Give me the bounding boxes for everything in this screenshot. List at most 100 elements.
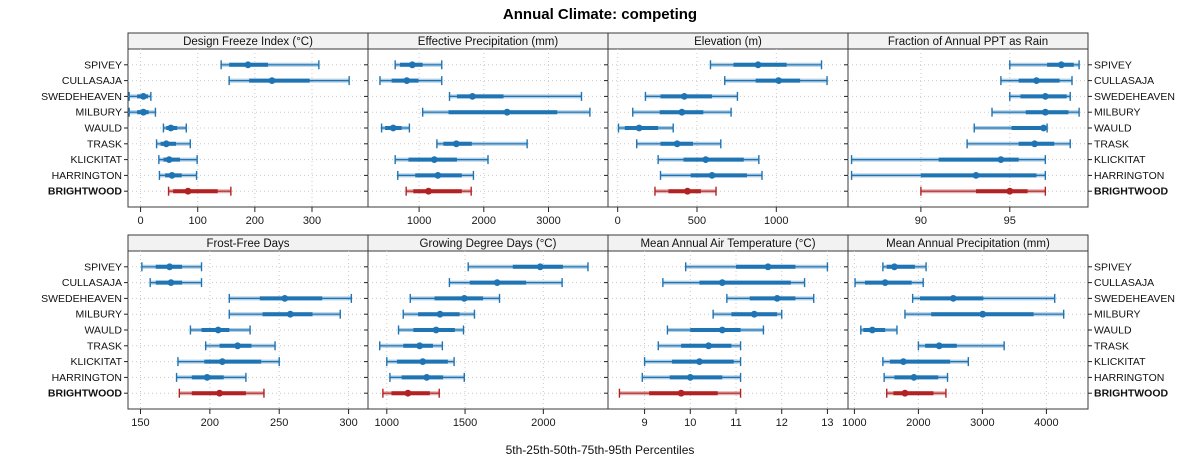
percentile-marker-wauld (860, 325, 898, 335)
x-tick-label: 100 (189, 215, 207, 227)
percentile-marker-milbury (712, 309, 783, 319)
median-dot (436, 310, 444, 318)
x-tick-label: 90 (915, 215, 927, 227)
median-dot (702, 156, 710, 164)
median-dot (868, 326, 876, 334)
percentile-marker-harrington (659, 170, 763, 180)
median-dot (696, 358, 703, 365)
median-dot (460, 295, 468, 302)
site-label-right: TRASK (1094, 138, 1129, 150)
median-dot (419, 358, 427, 365)
median-dot (286, 310, 294, 318)
median-dot (1041, 93, 1049, 100)
median-dot (389, 124, 397, 132)
percentile-marker-harrington (397, 170, 475, 180)
x-tick-label: 3000 (536, 215, 560, 227)
percentile-marker-milbury (421, 107, 591, 117)
median-dot (434, 172, 442, 179)
x-tick-label: 10 (684, 417, 696, 429)
site-label-left: WAULD (84, 123, 122, 135)
percentile-marker-harrington (175, 372, 247, 382)
median-dot (997, 156, 1005, 164)
chart-title: Annual Climate: competing (502, 6, 698, 23)
percentile-marker-spivey (709, 60, 823, 70)
site-label-left: MILBURY (76, 309, 123, 321)
x-tick-label: 1000 (407, 215, 431, 227)
site-label-right: MILBURY (1094, 309, 1141, 321)
x-tick-label: 2000 (906, 417, 930, 429)
site-label-left: MILBURY (76, 107, 123, 119)
median-dot (678, 108, 686, 116)
median-dot (425, 187, 432, 195)
site-label-right: SWEDEHEAVEN (1094, 293, 1175, 305)
percentile-marker-swedeheaven (448, 91, 583, 101)
percentile-marker-milbury (991, 107, 1080, 117)
panel-mean-annual-precipitation-mm: Mean Annual Precipitation (mm) 1000 2000 30… (842, 234, 1092, 429)
percentile-marker-spivey (394, 60, 443, 70)
x-tick-label: 300 (339, 417, 357, 429)
x-tick-label: 500 (688, 215, 706, 227)
panel-mean-annual-air-temperature-c: Mean Annual Air Temperature (°C) 9 10 11 12 1… (604, 234, 852, 429)
site-label-left: SWEDEHEAVEN (41, 91, 122, 103)
site-label-right: SPIVEY (1094, 59, 1132, 71)
percentile-marker-klickitat (850, 155, 1047, 165)
median-dot (165, 156, 173, 164)
median-dot (162, 140, 170, 148)
median-dot (899, 358, 907, 365)
median-dot (1006, 187, 1014, 195)
percentile-marker-brightwood (167, 186, 232, 196)
percentile-marker-trask (204, 341, 276, 351)
x-tick-label: 300 (303, 215, 321, 227)
site-label-right: WAULD (1094, 325, 1132, 337)
percentile-marker-spivey (467, 262, 589, 272)
site-label-left: BRIGHTWOOD (48, 186, 122, 198)
panel-title: Mean Annual Precipitation (mm) (886, 238, 1050, 250)
percentile-marker-wauld (397, 325, 465, 335)
percentile-marker-trask (917, 341, 1005, 351)
median-dot (408, 61, 416, 69)
median-dot (754, 61, 762, 69)
median-dot (979, 310, 987, 318)
panel-title: Frost-Free Days (206, 238, 289, 250)
percentile-marker-swedeheaven (409, 293, 501, 303)
panel-design-freeze-index-c: Design Freeze Index (°C) 0 100 200 300 (124, 32, 372, 227)
percentile-marker-brightwood (382, 388, 440, 398)
median-dot (881, 279, 889, 286)
percentile-marker-trask (636, 139, 722, 149)
site-label-right: CULLASAJA (1094, 75, 1154, 87)
percentile-marker-cullasaja (379, 76, 443, 86)
median-dot (677, 389, 685, 397)
site-label-right: WAULD (1094, 123, 1132, 135)
x-tick-label: 13 (821, 417, 833, 429)
median-dot (140, 108, 147, 116)
x-tick-label: 12 (776, 417, 788, 429)
percentile-marker-trask (436, 139, 528, 149)
median-dot (935, 342, 943, 350)
percentile-marker-harrington (883, 372, 949, 382)
median-dot (203, 374, 211, 381)
site-label-left: KLICKITAT (70, 154, 122, 166)
percentile-marker-trask (657, 341, 742, 351)
percentile-marker-milbury (128, 107, 157, 117)
percentile-marker-harrington (158, 170, 198, 180)
median-dot (469, 93, 476, 100)
median-dot (166, 263, 174, 271)
percentile-marker-harrington (850, 170, 1047, 180)
x-tick-label: 1000 (764, 215, 788, 227)
median-dot (705, 342, 712, 350)
site-label-left: HARRINGTON (52, 170, 122, 182)
x-tick-label: 150 (131, 417, 149, 429)
x-tick-label: 2000 (531, 417, 555, 429)
median-dot (430, 156, 438, 164)
percentile-marker-wauld (666, 325, 765, 335)
median-dot (684, 187, 691, 195)
median-dot (184, 187, 192, 195)
x-tick-label: 11 (730, 417, 741, 429)
percentile-marker-cullasaja (854, 278, 924, 288)
site-label-right: KLICKITAT (1094, 356, 1146, 368)
panel-title: Mean Annual Air Temperature (°C) (640, 238, 815, 250)
percentile-marker-spivey (141, 262, 203, 272)
site-label-left: CULLASAJA (62, 75, 122, 87)
percentile-marker-trask (966, 139, 1071, 149)
